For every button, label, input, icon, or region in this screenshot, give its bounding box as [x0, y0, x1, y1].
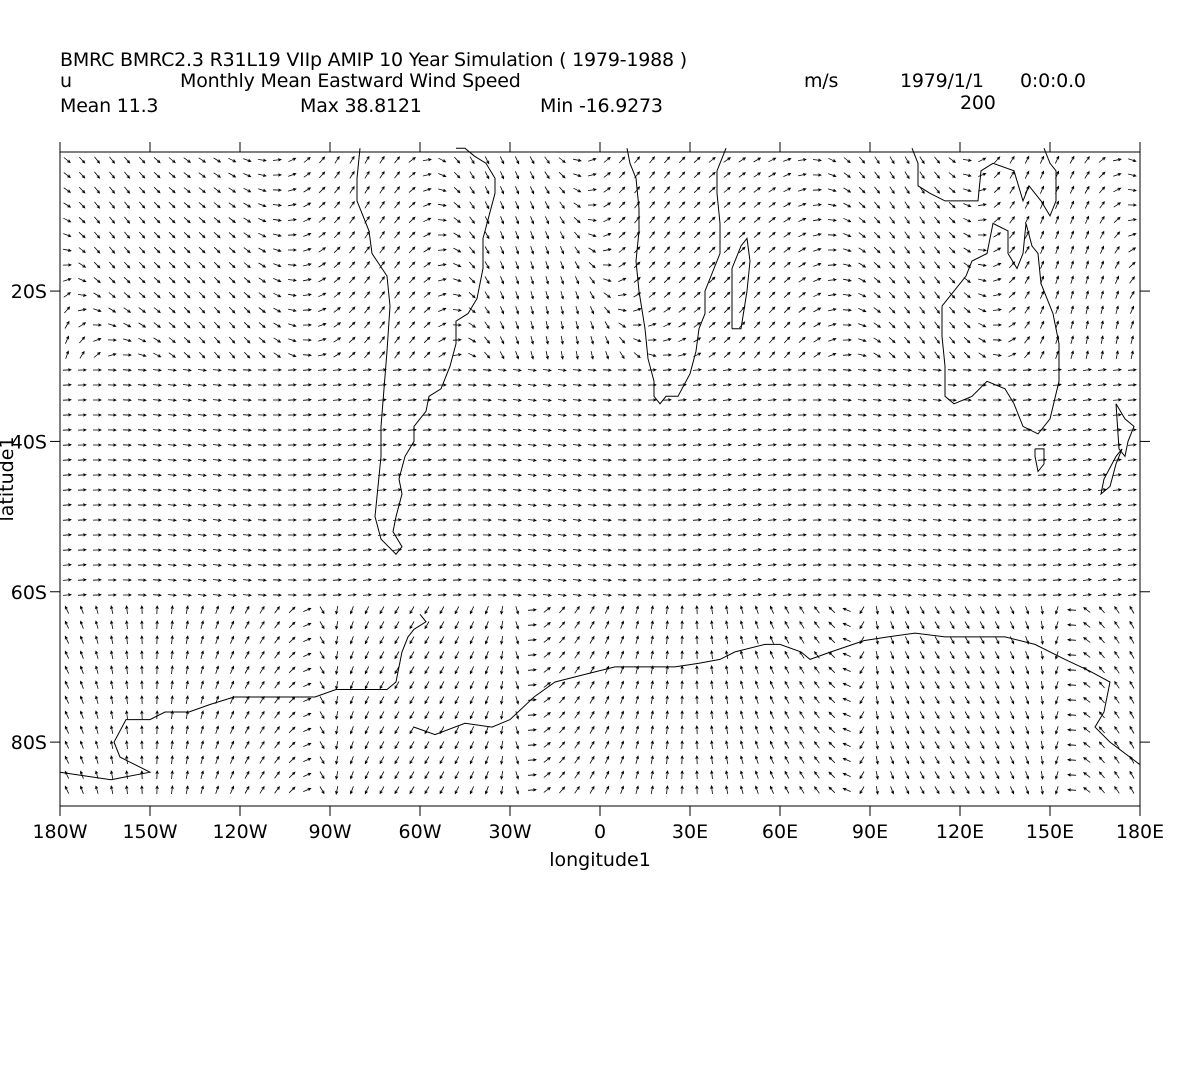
x-tick-label: 60E — [762, 821, 798, 843]
x-tick-label: 150W — [122, 821, 177, 843]
coastline — [1100, 448, 1123, 496]
run-title: BMRC BMRC2.3 R31L19 VIIp AMIP 10 Year Si… — [60, 49, 687, 71]
x-tick-label: 30W — [489, 821, 532, 843]
coastline — [911, 148, 1057, 218]
y-tick-label: 20S — [11, 281, 47, 303]
y-tick-label: 60S — [11, 582, 47, 604]
y-axis-label: latitude1 — [0, 437, 18, 522]
axis-ticks: 180W 150W 120W 90W 60W 30W 0 30E 60E 90E 120E 150E 1… — [11, 142, 1164, 843]
min-stat: Min -16.9273 — [540, 95, 663, 117]
time-label: 0:0:0.0 — [1020, 70, 1086, 92]
x-tick-label: 180E — [1116, 821, 1164, 843]
x-tick-label: 60W — [399, 821, 442, 843]
x-tick-label: 30E — [672, 821, 708, 843]
coastline — [1115, 403, 1135, 458]
y-tick-label: 40S — [11, 431, 47, 453]
wind-arrow-field — [62, 155, 1137, 795]
plot-frame — [59, 151, 1141, 807]
x-tick-label: 150E — [1026, 821, 1074, 843]
y-tick-label: 80S — [11, 732, 47, 754]
x-tick-label: 90W — [309, 821, 352, 843]
coastlines — [59, 147, 1141, 781]
coastline — [356, 147, 496, 555]
coastline — [731, 237, 751, 330]
x-axis-label: longitude1 — [549, 849, 651, 871]
wind-vectors — [62, 155, 1137, 795]
x-tick-label: 120E — [936, 821, 984, 843]
variable-name: u — [60, 70, 72, 92]
coastline — [626, 148, 727, 405]
x-tick-label: 180W — [32, 821, 87, 843]
level-label: 200 — [960, 92, 996, 114]
variable-long-name: Monthly Mean Eastward Wind Speed — [180, 70, 521, 92]
coastline — [941, 222, 1060, 435]
x-tick-label: 0 — [594, 821, 606, 843]
date-label: 1979/1/1 — [900, 70, 984, 92]
units-label: m/s — [804, 70, 839, 92]
coastline — [413, 632, 1141, 766]
x-tick-label: 90E — [852, 821, 888, 843]
max-stat: Max 38.8121 — [300, 95, 422, 117]
coastline — [59, 613, 427, 781]
x-tick-label: 120W — [212, 821, 267, 843]
mean-stat: Mean 11.3 — [60, 95, 159, 117]
coastline — [1034, 448, 1045, 473]
